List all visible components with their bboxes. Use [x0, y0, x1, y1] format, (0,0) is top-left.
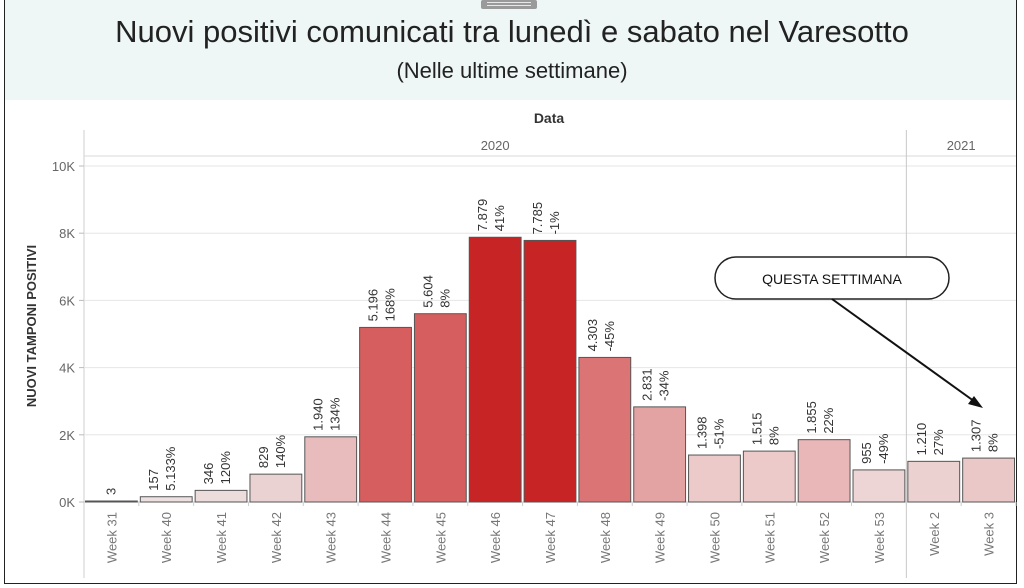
value-label: 7.785 [530, 202, 545, 235]
value-label: 1.855 [804, 401, 819, 434]
percent-change-label: 5.133% [163, 446, 178, 491]
bar [742, 450, 796, 503]
value-label: 157 [146, 469, 161, 491]
percent-change-label: -51% [711, 418, 726, 449]
bar [578, 356, 632, 503]
bar [633, 406, 687, 503]
bar [194, 489, 248, 503]
value-label: 1.940 [311, 398, 326, 431]
value-label: 1.398 [694, 416, 709, 449]
percent-change-label: 168% [383, 288, 398, 322]
percent-change-label: 134% [328, 397, 343, 431]
bar [797, 439, 851, 503]
drag-handle-icon[interactable] [481, 0, 537, 9]
bar [962, 457, 1015, 503]
x-tick-label: Week 3 [982, 512, 997, 556]
x-axis-title: Data [534, 110, 565, 126]
value-label: 1.515 [749, 413, 764, 446]
percent-change-label: -1% [547, 211, 562, 235]
value-label: 346 [201, 463, 216, 485]
value-label: 5.604 [420, 275, 435, 308]
callout-text: QUESTA SETTIMANA [762, 271, 902, 287]
percent-change-label: 22% [821, 407, 836, 433]
y-tick-label: 4K [59, 361, 75, 376]
y-tick-label: 8K [59, 226, 75, 241]
value-label: 1.210 [914, 423, 929, 456]
percent-change-label: 8% [766, 426, 781, 445]
percent-change-label: 41% [492, 205, 507, 231]
value-label: 4.303 [585, 319, 600, 352]
bar [249, 473, 303, 503]
x-tick-label: Week 44 [379, 512, 394, 563]
x-tick-label: Week 51 [762, 512, 777, 563]
bar [139, 496, 193, 503]
x-tick-label: Week 48 [598, 512, 613, 563]
y-axis-title: NUOVI TAMPONI POSITIVI [24, 245, 39, 407]
x-tick-label: Week 45 [433, 512, 448, 563]
bar [468, 236, 522, 503]
year-group-label: 2021 [947, 138, 976, 153]
x-tick-label: Week 40 [159, 512, 174, 563]
x-tick-label: Week 50 [707, 512, 722, 563]
arrow-head-icon [968, 396, 983, 408]
bar [852, 469, 906, 503]
x-tick-label: Week 2 [927, 512, 942, 556]
bar [413, 313, 467, 503]
percent-change-label: -49% [876, 433, 891, 464]
page-title: Nuovi positivi comunicati tra lunedì e s… [115, 14, 909, 49]
percent-change-label: -45% [602, 321, 617, 352]
x-tick-label: Week 53 [872, 512, 887, 563]
x-tick-label: Week 41 [214, 512, 229, 563]
callout-arrow [831, 298, 979, 405]
x-tick-label: Week 31 [104, 512, 119, 563]
value-label: 829 [256, 446, 271, 468]
page-subtitle: (Nelle ultime settimane) [396, 58, 628, 83]
y-tick-label: 10K [52, 159, 75, 174]
value-label: 3 [103, 488, 118, 495]
callout: QUESTA SETTIMANA [714, 256, 983, 408]
x-tick-label: Week 49 [653, 512, 668, 563]
x-tick-label: Week 42 [269, 512, 284, 563]
y-tick-label: 0K [59, 495, 75, 510]
x-tick-label: Week 46 [488, 512, 503, 563]
header-panel [5, 0, 1016, 100]
percent-change-label: 8% [437, 288, 452, 307]
percent-change-label: 27% [931, 429, 946, 455]
percent-change-label: 140% [273, 434, 288, 468]
bar [523, 239, 577, 503]
value-label: 5.196 [366, 289, 381, 322]
y-tick-label: 6K [59, 293, 75, 308]
year-group-label: 2020 [481, 138, 510, 153]
value-label: 2.831 [640, 368, 655, 401]
bar [688, 454, 741, 503]
y-tick-label: 2K [59, 428, 75, 443]
bar [85, 500, 138, 503]
value-label: 7.879 [475, 199, 490, 232]
x-tick-label: Week 43 [324, 512, 339, 563]
bar [359, 326, 412, 503]
x-tick-label: Week 47 [543, 512, 558, 563]
percent-change-label: 120% [218, 451, 233, 485]
percent-change-label: 8% [986, 433, 1001, 452]
x-tick-label: Week 52 [817, 512, 832, 563]
bar [304, 436, 358, 503]
percent-change-label: -34% [657, 370, 672, 401]
value-label: 1.307 [969, 420, 984, 453]
bar [907, 460, 961, 503]
value-label: 955 [859, 442, 874, 464]
